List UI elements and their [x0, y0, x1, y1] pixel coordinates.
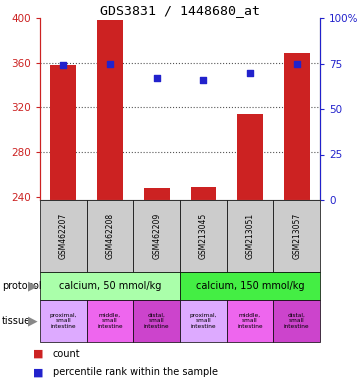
Point — [154, 75, 160, 81]
Text: ■: ■ — [33, 349, 43, 359]
Text: percentile rank within the sample: percentile rank within the sample — [53, 367, 218, 377]
Bar — [191, 187, 216, 200]
Point — [107, 60, 113, 66]
Text: tissue: tissue — [2, 316, 31, 326]
Text: GSM213057: GSM213057 — [292, 213, 301, 259]
Title: GDS3831 / 1448680_at: GDS3831 / 1448680_at — [100, 4, 260, 17]
Text: GSM213051: GSM213051 — [245, 213, 255, 259]
Text: distal,
small
intestine: distal, small intestine — [284, 313, 309, 329]
Bar — [284, 53, 309, 200]
Text: calcium, 150 mmol/kg: calcium, 150 mmol/kg — [196, 281, 304, 291]
Bar — [51, 65, 76, 200]
Text: middle,
small
intestine: middle, small intestine — [97, 313, 123, 329]
Text: proximal,
small
intestine: proximal, small intestine — [190, 313, 217, 329]
Bar — [237, 114, 263, 200]
Point — [294, 60, 300, 66]
Point — [200, 77, 206, 83]
Text: protocol: protocol — [2, 281, 42, 291]
Text: middle,
small
intestine: middle, small intestine — [237, 313, 263, 329]
Text: distal,
small
intestine: distal, small intestine — [144, 313, 169, 329]
Bar — [144, 188, 170, 200]
Text: GSM462208: GSM462208 — [105, 213, 114, 259]
Text: ■: ■ — [33, 367, 43, 377]
Text: GSM213045: GSM213045 — [199, 213, 208, 259]
Point — [247, 70, 253, 76]
Text: ▶: ▶ — [28, 280, 38, 293]
Text: GSM462207: GSM462207 — [59, 213, 68, 259]
Text: GSM462209: GSM462209 — [152, 213, 161, 259]
Text: ▶: ▶ — [28, 314, 38, 328]
Text: count: count — [53, 349, 80, 359]
Bar — [97, 20, 123, 200]
Text: calcium, 50 mmol/kg: calcium, 50 mmol/kg — [59, 281, 161, 291]
Point — [60, 62, 66, 68]
Text: proximal,
small
intestine: proximal, small intestine — [49, 313, 77, 329]
